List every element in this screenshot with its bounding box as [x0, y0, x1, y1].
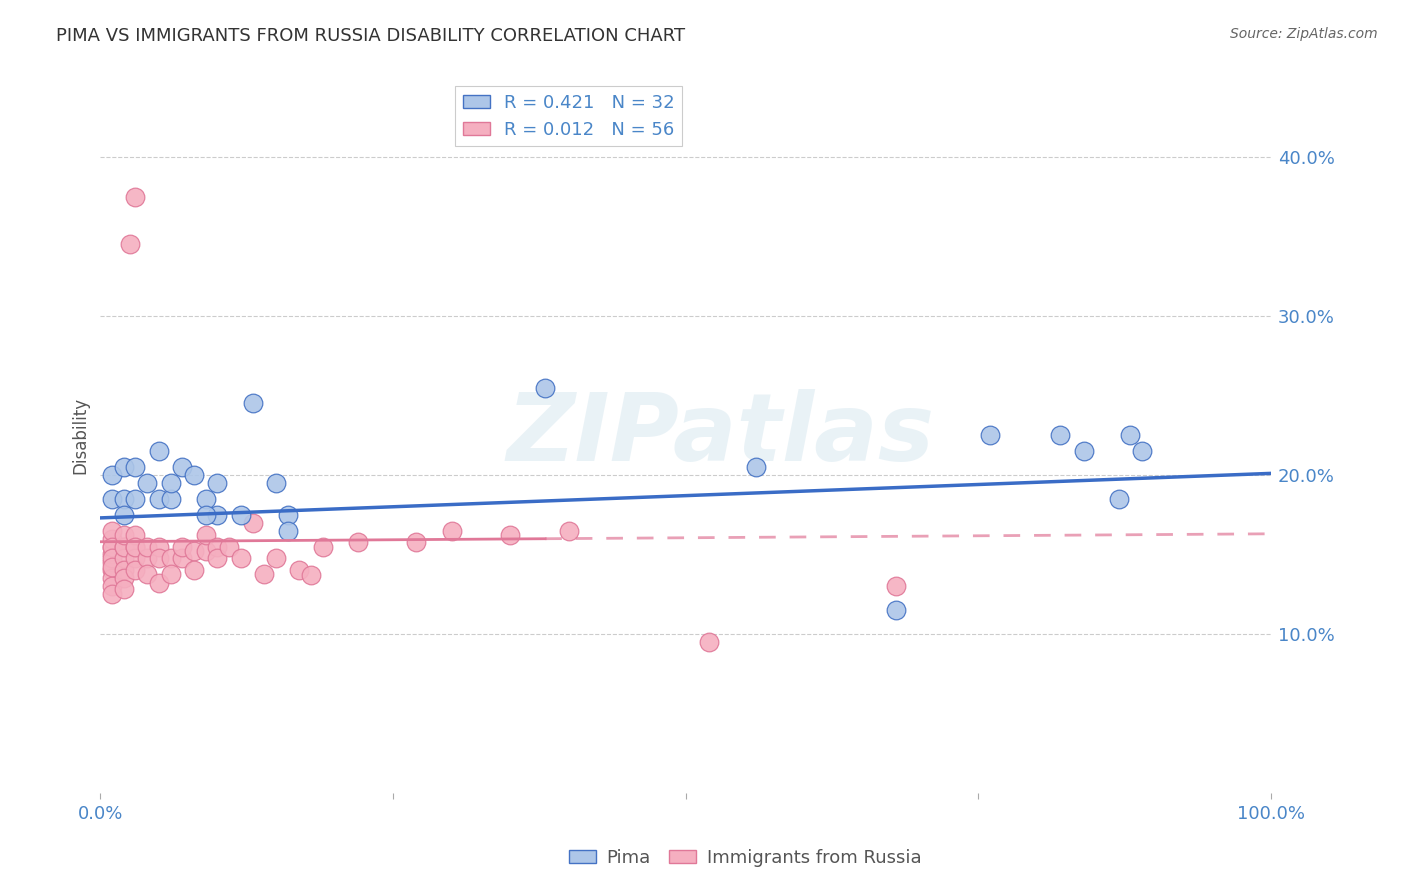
- Point: [1130, 444, 1153, 458]
- Point: [194, 528, 217, 542]
- Point: [277, 508, 299, 522]
- Point: [101, 587, 124, 601]
- Point: [886, 579, 908, 593]
- Point: [124, 540, 146, 554]
- Point: [440, 524, 463, 538]
- Point: [101, 491, 124, 506]
- Point: [183, 467, 205, 482]
- Point: [697, 635, 720, 649]
- Point: [264, 550, 287, 565]
- Point: [112, 491, 135, 506]
- Point: [312, 540, 335, 554]
- Point: [242, 396, 264, 410]
- Point: [405, 534, 427, 549]
- Point: [172, 550, 194, 565]
- Legend: R = 0.421   N = 32, R = 0.012   N = 56: R = 0.421 N = 32, R = 0.012 N = 56: [456, 87, 682, 146]
- Point: [745, 460, 768, 475]
- Point: [101, 560, 124, 574]
- Point: [1119, 428, 1142, 442]
- Point: [112, 540, 135, 554]
- Point: [183, 544, 205, 558]
- Text: ZIPatlas: ZIPatlas: [506, 389, 935, 481]
- Point: [112, 571, 135, 585]
- Point: [148, 550, 170, 565]
- Point: [264, 475, 287, 490]
- Point: [159, 566, 181, 581]
- Point: [112, 460, 135, 475]
- Point: [1049, 428, 1071, 442]
- Point: [207, 508, 229, 522]
- Point: [124, 563, 146, 577]
- Point: [124, 528, 146, 542]
- Point: [159, 491, 181, 506]
- Text: Source: ZipAtlas.com: Source: ZipAtlas.com: [1230, 27, 1378, 41]
- Point: [101, 532, 124, 546]
- Point: [148, 444, 170, 458]
- Point: [1108, 491, 1130, 506]
- Point: [112, 582, 135, 597]
- Point: [112, 528, 135, 542]
- Point: [101, 548, 124, 562]
- Y-axis label: Disability: Disability: [72, 397, 89, 474]
- Point: [101, 579, 124, 593]
- Point: [299, 568, 322, 582]
- Point: [148, 491, 170, 506]
- Point: [207, 475, 229, 490]
- Point: [277, 524, 299, 538]
- Point: [124, 550, 146, 565]
- Point: [172, 460, 194, 475]
- Point: [101, 540, 124, 554]
- Point: [124, 460, 146, 475]
- Point: [194, 491, 217, 506]
- Point: [112, 563, 135, 577]
- Point: [136, 475, 159, 490]
- Point: [534, 380, 557, 394]
- Point: [118, 237, 141, 252]
- Point: [172, 540, 194, 554]
- Point: [194, 544, 217, 558]
- Point: [101, 571, 124, 585]
- Point: [148, 540, 170, 554]
- Legend: Pima, Immigrants from Russia: Pima, Immigrants from Russia: [561, 842, 929, 874]
- Point: [1073, 444, 1095, 458]
- Point: [101, 467, 124, 482]
- Point: [112, 508, 135, 522]
- Point: [288, 563, 311, 577]
- Point: [148, 576, 170, 591]
- Point: [229, 550, 252, 565]
- Point: [124, 190, 146, 204]
- Point: [101, 563, 124, 577]
- Point: [979, 428, 1001, 442]
- Point: [136, 566, 159, 581]
- Point: [124, 491, 146, 506]
- Point: [347, 534, 370, 549]
- Point: [229, 508, 252, 522]
- Point: [194, 508, 217, 522]
- Point: [101, 556, 124, 570]
- Point: [136, 550, 159, 565]
- Point: [253, 566, 276, 581]
- Point: [218, 540, 240, 554]
- Point: [124, 540, 146, 554]
- Point: [101, 540, 124, 554]
- Point: [242, 516, 264, 530]
- Text: PIMA VS IMMIGRANTS FROM RUSSIA DISABILITY CORRELATION CHART: PIMA VS IMMIGRANTS FROM RUSSIA DISABILIT…: [56, 27, 685, 45]
- Point: [557, 524, 579, 538]
- Point: [207, 550, 229, 565]
- Point: [136, 540, 159, 554]
- Point: [101, 524, 124, 538]
- Point: [112, 550, 135, 565]
- Point: [101, 550, 124, 565]
- Point: [159, 550, 181, 565]
- Point: [112, 540, 135, 554]
- Point: [207, 540, 229, 554]
- Point: [886, 603, 908, 617]
- Point: [159, 475, 181, 490]
- Point: [499, 528, 522, 542]
- Point: [183, 563, 205, 577]
